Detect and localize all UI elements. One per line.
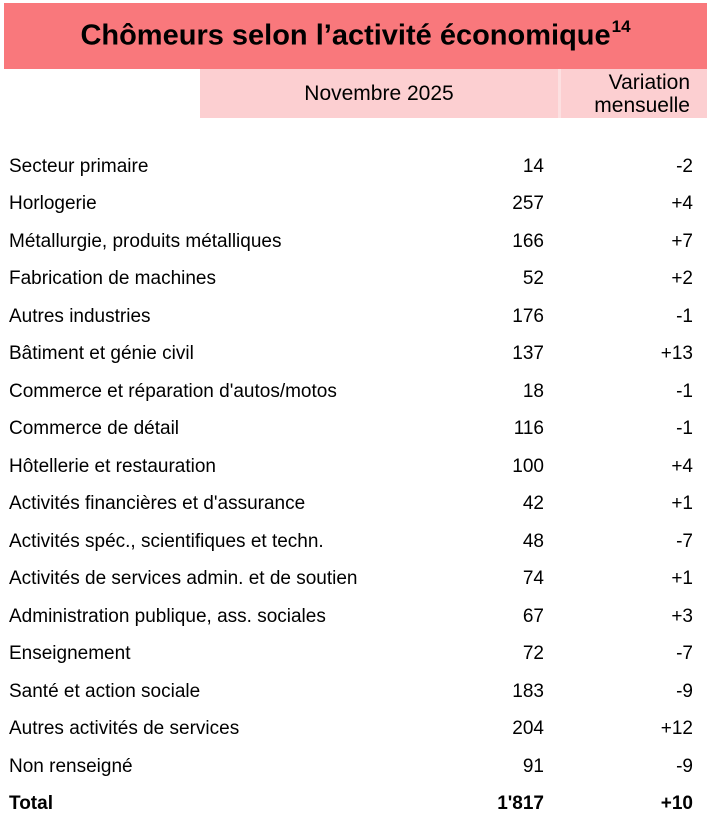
row-label: Horlogerie [9,193,97,215]
row-label: Autres activités de services [9,718,240,740]
row-label: Commerce de détail [9,418,180,440]
row-variation: +10 [660,793,693,815]
table-row: Commerce et réparation d'autos/motos 18 … [0,373,712,411]
footnote-reference: 14 [611,17,631,37]
page-title: Chômeurs selon l’activité économique14 [80,17,631,53]
row-value: 72 [522,643,544,665]
row-value: 42 [522,493,544,515]
table-row: Horlogerie 257 +4 [0,186,712,224]
row-value: 176 [512,305,544,327]
row-value: 137 [512,343,544,365]
row-value: 1'817 [497,793,544,815]
row-variation: +4 [671,455,693,477]
table-row: Autres industries 176 -1 [0,298,712,336]
table-row: Administration publique, ass. sociales 6… [0,598,712,636]
table-row: Secteur primaire 14 -2 [0,148,712,186]
column-header-period: Novembre 2025 [200,69,558,118]
row-value: 52 [522,268,544,290]
row-label: Enseignement [9,643,131,665]
row-variation: -1 [676,418,693,440]
row-variation: -1 [676,305,693,327]
row-value: 100 [512,455,544,477]
row-value: 14 [522,155,544,177]
row-variation: +4 [671,193,693,215]
row-label: Santé et action sociale [9,680,201,702]
table-row-total: Total 1'817 +10 [0,786,712,824]
table-row: Santé et action sociale 183 -9 [0,673,712,711]
row-label: Autres industries [9,305,151,327]
table-row: Activités de services admin. et de souti… [0,561,712,599]
row-label: Administration publique, ass. sociales [9,605,326,627]
row-variation: -9 [676,755,693,777]
row-value: 183 [512,680,544,702]
row-label: Fabrication de machines [9,268,216,290]
row-variation: +13 [660,343,693,365]
table-body: Secteur primaire 14 -2 Horlogerie 257 +4… [0,148,712,823]
row-label: Métallurgie, produits métalliques [9,230,282,252]
row-variation: +7 [671,230,693,252]
row-label: Total [9,793,53,815]
row-value: 166 [512,230,544,252]
table-row: Bâtiment et génie civil 137 +13 [0,336,712,374]
table-row: Fabrication de machines 52 +2 [0,261,712,299]
row-variation: -7 [676,530,693,552]
table-row: Activités spéc., scientifiques et techn.… [0,523,712,561]
row-value: 204 [512,718,544,740]
column-header-variation: Variation mensuelle [558,69,707,118]
table-title-bar: Chômeurs selon l’activité économique14 [4,3,707,69]
table-row: Non renseigné 91 -9 [0,748,712,786]
row-value: 116 [513,418,544,440]
table-row: Enseignement 72 -7 [0,636,712,674]
row-value: 67 [522,605,544,627]
row-variation: -1 [676,380,693,402]
table-row: Activités financières et d'assurance 42 … [0,486,712,524]
table-row: Commerce de détail 116 -1 [0,411,712,449]
row-label: Commerce et réparation d'autos/motos [9,380,337,402]
table-row: Autres activités de services 204 +12 [0,711,712,749]
row-value: 91 [522,755,544,777]
row-label: Activités financières et d'assurance [9,493,306,515]
row-variation: +1 [671,568,693,590]
table-row: Métallurgie, produits métalliques 166 +7 [0,223,712,261]
row-label: Bâtiment et génie civil [9,343,194,365]
table-row: Hôtellerie et restauration 100 +4 [0,448,712,486]
row-label: Activités de services admin. et de souti… [9,568,358,590]
row-variation: +2 [671,268,693,290]
title-text: Chômeurs selon l’activité économique [80,19,611,52]
row-label: Non renseigné [9,755,133,777]
row-variation: +1 [671,493,693,515]
row-value: 48 [522,530,544,552]
row-variation: +12 [660,718,693,740]
row-label: Hôtellerie et restauration [9,455,216,477]
row-variation: -2 [676,155,693,177]
row-label: Activités spéc., scientifiques et techn. [9,530,324,552]
row-value: 74 [522,568,544,590]
row-variation: +3 [671,605,693,627]
row-value: 18 [522,380,544,402]
row-label: Secteur primaire [9,155,149,177]
row-variation: -9 [676,680,693,702]
row-value: 257 [512,193,544,215]
row-variation: -7 [676,643,693,665]
